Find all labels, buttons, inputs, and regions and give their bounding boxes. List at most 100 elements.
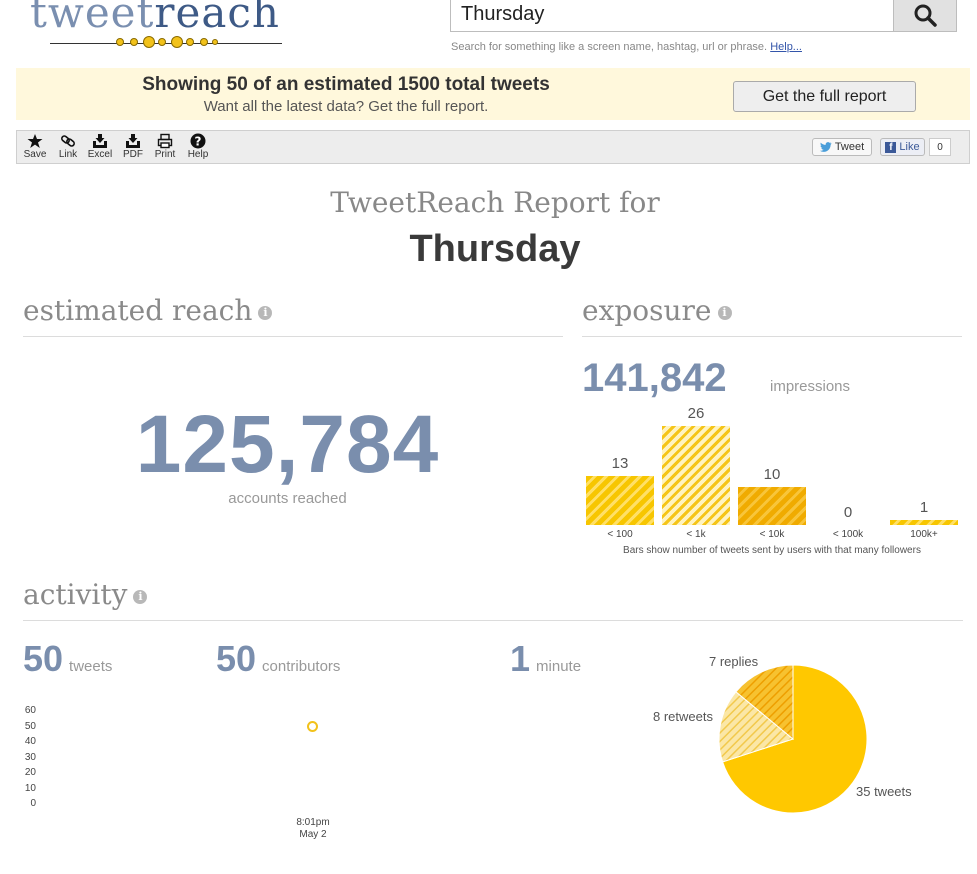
timeline-y-tick: 20 <box>24 767 36 778</box>
excel-export-button[interactable]: Excel <box>86 133 114 160</box>
reach-value: 125,784 <box>135 399 440 490</box>
exposure-bar <box>662 426 730 525</box>
search-input[interactable]: Thursday <box>450 0 894 32</box>
get-full-report-button[interactable]: Get the full report <box>733 81 916 112</box>
timeline-x-tick-date: May 2 <box>299 829 327 840</box>
link-icon <box>61 135 75 147</box>
pdf-export-button[interactable]: PDF <box>120 133 146 160</box>
estimated-reach-heading: estimated reach i <box>23 294 273 327</box>
timeline-x-tick: 8:01pm May 2 <box>283 817 343 841</box>
exposure-bar <box>890 520 958 525</box>
help-button[interactable]: ? Help <box>185 133 211 160</box>
info-icon[interactable]: i <box>133 589 148 604</box>
pie-slice-label: 7 replies <box>709 654 759 669</box>
pdf-label: PDF <box>123 149 143 160</box>
tweets-count: 50 <box>23 638 64 679</box>
activity-divider <box>23 620 963 621</box>
twitter-bird-icon <box>819 142 832 152</box>
help-link[interactable]: Help... <box>770 41 802 53</box>
print-button[interactable]: Print <box>151 133 179 160</box>
exposure-bar-category: < 100 <box>607 529 633 540</box>
exposure-title: exposure <box>582 294 712 327</box>
exposure-heading: exposure i <box>582 294 732 327</box>
facebook-like-button[interactable]: f Like <box>880 138 925 156</box>
contributors-count: 50 <box>216 638 257 679</box>
impressions-label: impressions <box>770 378 851 395</box>
contributors-label: contributors <box>262 658 341 675</box>
pie-slice[interactable] <box>735 664 794 741</box>
pie-slice[interactable] <box>721 664 868 814</box>
exposure-bar <box>586 475 654 525</box>
printer-icon <box>157 133 173 149</box>
exposure-bar-category: < 1k <box>686 529 706 540</box>
exposure-bar-category: 100k+ <box>910 529 938 540</box>
like-label: Like <box>899 141 920 153</box>
download-tray-icon <box>93 134 107 148</box>
exposure-bar-value: 0 <box>843 504 853 521</box>
timeline-x-tick-time: 8:01pm <box>296 817 330 828</box>
info-icon[interactable]: i <box>258 305 273 320</box>
timeline-y-tick: 0 <box>30 798 36 809</box>
help-label: Help <box>187 149 209 160</box>
search-icon <box>914 4 937 27</box>
logo-underline <box>50 43 282 44</box>
logo-text-tweet: tweet <box>30 0 155 37</box>
tweetreach-logo[interactable]: tweetreach <box>30 0 280 37</box>
save-button[interactable]: Save <box>22 133 48 160</box>
tweet-share-button[interactable]: Tweet <box>812 138 872 156</box>
save-label: Save <box>23 149 47 160</box>
exposure-bar-value: 10 <box>763 465 781 483</box>
upgrade-banner: Showing 50 of an estimated 1500 total tw… <box>16 68 970 120</box>
search-button[interactable] <box>893 0 957 32</box>
banner-subtitle: Want all the latest data? Get the full r… <box>203 98 489 115</box>
facebook-icon: f <box>885 141 897 153</box>
star-icon <box>27 134 43 148</box>
timeline-y-tick: 30 <box>24 751 36 763</box>
download-tray-icon <box>126 134 140 148</box>
activity-title: activity <box>23 578 128 611</box>
activity-heading: activity i <box>23 578 148 611</box>
exposure-bar-category: < 100k <box>832 529 864 540</box>
search-hint: Search for something like a screen name,… <box>451 41 802 53</box>
tweets-stat: 50 tweets <box>23 638 112 680</box>
excel-label: Excel <box>87 149 113 160</box>
timeline-data-point[interactable] <box>307 720 318 732</box>
exposure-bar-value: 26 <box>687 405 705 422</box>
duration-value: 1 <box>510 638 531 679</box>
tweets-label: tweets <box>69 658 113 675</box>
link-label: Link <box>58 149 78 160</box>
search-hint-text: Search for something like a screen name,… <box>451 41 768 53</box>
pie-slice[interactable] <box>718 691 795 763</box>
info-icon[interactable]: i <box>717 305 732 320</box>
pie-slice-label: 8 retweets <box>653 709 713 724</box>
exposure-chart-note: Bars show number of tweets sent by users… <box>623 545 921 556</box>
svg-text:?: ? <box>195 135 202 149</box>
tweet-label: Tweet <box>834 141 865 153</box>
contributors-stat: 50 contributors <box>216 638 340 680</box>
estimated-reach-title: estimated reach <box>23 294 253 327</box>
logo-text-reach: reach <box>154 0 280 37</box>
banner-title: Showing 50 of an estimated 1500 total tw… <box>142 74 550 95</box>
timeline-y-tick: 60 <box>24 705 36 716</box>
like-count: 0 <box>929 138 951 156</box>
print-label: Print <box>154 149 176 160</box>
exposure-bar-value: 1 <box>919 499 929 516</box>
report-toolbar: Save Link Excel PDF Print ? Help Tweet f… <box>16 130 970 164</box>
timeline-y-tick: 40 <box>24 736 36 747</box>
exposure-bar-value: 13 <box>611 454 629 472</box>
tweet-type-pie-chart <box>718 664 868 814</box>
duration-label: minute <box>536 658 582 675</box>
report-search-term: Thursday <box>409 228 581 270</box>
exposure-bar-category: < 10k <box>759 529 785 540</box>
reach-label: accounts reached <box>228 490 347 507</box>
question-icon: ? <box>190 133 206 149</box>
pie-slice-label: 35 tweets <box>856 784 912 799</box>
duration-stat: 1 minute <box>510 638 581 680</box>
exposure-bar <box>738 486 806 525</box>
timeline-y-tick: 50 <box>24 720 36 732</box>
reach-divider <box>23 336 563 337</box>
link-button[interactable]: Link <box>55 133 81 160</box>
report-title-prefix: TweetReach Report for <box>330 186 660 219</box>
impressions-value: 141,842 <box>582 356 727 400</box>
exposure-divider <box>582 336 962 337</box>
